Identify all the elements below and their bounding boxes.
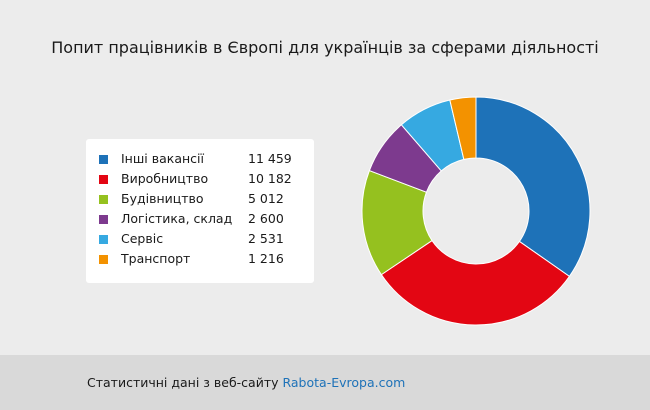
legend-value: 2 531 xyxy=(248,231,284,246)
legend: Інші вакансії 11 459 Виробництво 10 182 Буді… xyxy=(86,139,314,283)
legend-item: Виробництво 10 182 xyxy=(86,170,314,190)
footer: Статистичні дані з веб-сайту Rabota-Evro… xyxy=(0,355,650,410)
legend-label: Транспорт xyxy=(121,251,191,266)
legend-item: Сервіс 2 531 xyxy=(86,230,314,250)
legend-item: Будівництво 5 012 xyxy=(86,190,314,210)
donut-slice-0 xyxy=(475,96,591,278)
legend-swatch xyxy=(99,155,108,164)
source-link[interactable]: Rabota-Evropa.com xyxy=(282,375,406,390)
legend-value: 5 012 xyxy=(248,191,284,206)
legend-label: Інші вакансії xyxy=(121,151,204,166)
legend-value: 2 600 xyxy=(248,211,284,226)
legend-swatch xyxy=(99,215,108,224)
legend-item: Логістика, склад 2 600 xyxy=(86,210,314,230)
legend-label: Сервіс xyxy=(121,231,164,246)
legend-label: Виробництво xyxy=(121,171,209,186)
legend-item: Транспорт 1 216 xyxy=(86,250,314,270)
donut-slice-5 xyxy=(449,96,477,161)
donut-slice-1 xyxy=(380,239,571,326)
legend-label: Логістика, склад xyxy=(121,211,233,226)
legend-swatch xyxy=(99,235,108,244)
chart-title: Попит працівників в Європі для українців… xyxy=(51,38,599,57)
footer-text: Статистичні дані з веб-сайту Rabota-Evro… xyxy=(87,375,405,390)
legend-swatch xyxy=(99,255,108,264)
legend-label: Будівництво xyxy=(121,191,204,206)
legend-item: Інші вакансії 11 459 xyxy=(86,150,314,170)
legend-swatch xyxy=(99,175,108,184)
legend-swatch xyxy=(99,195,108,204)
legend-value: 11 459 xyxy=(248,151,292,166)
legend-value: 1 216 xyxy=(248,251,284,266)
legend-value: 10 182 xyxy=(248,171,292,186)
footer-label: Статистичні дані з веб-сайту xyxy=(87,375,283,390)
